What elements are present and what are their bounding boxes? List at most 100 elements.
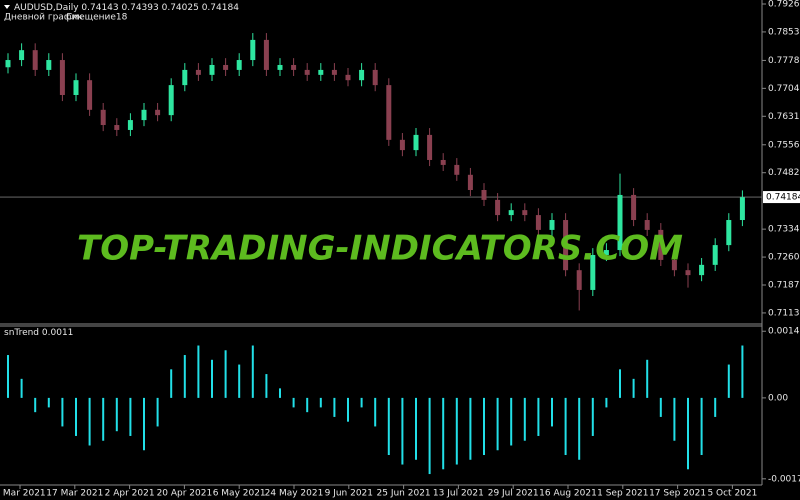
histogram-bar xyxy=(442,397,445,470)
histogram-bar xyxy=(251,345,254,398)
x-tick-label: 24 May 2021 xyxy=(265,489,324,499)
candle-body xyxy=(155,109,161,116)
histogram-bar xyxy=(238,364,241,398)
histogram-bar xyxy=(333,397,336,417)
indicator-name: snTrend xyxy=(4,328,39,338)
candle-body xyxy=(576,270,582,290)
histogram-bar xyxy=(700,397,703,456)
histogram-bar xyxy=(197,345,200,398)
y-tick-label: 0.00 xyxy=(768,393,788,403)
candle-body xyxy=(726,220,732,246)
histogram-bar xyxy=(564,397,567,456)
histogram-bar xyxy=(47,397,50,408)
candle-body xyxy=(195,69,201,75)
candle-body xyxy=(399,139,405,151)
candle-body xyxy=(617,194,623,251)
x-tick-label: 20 Apr 2021 xyxy=(157,489,213,499)
histogram-bar xyxy=(646,359,649,398)
histogram-bar xyxy=(469,397,472,460)
candle-body xyxy=(685,270,691,276)
y-tick-label: 0.7853 xyxy=(768,27,800,37)
candle-body xyxy=(236,60,242,70)
candle-body xyxy=(549,220,555,230)
histogram-bar xyxy=(619,369,621,398)
histogram-bar xyxy=(551,397,553,427)
histogram-bar xyxy=(387,397,390,456)
candle-body xyxy=(318,69,324,75)
histogram-bar xyxy=(7,355,9,398)
y-tick-label: 0.7556 xyxy=(768,140,800,150)
histogram-bar xyxy=(714,397,717,417)
candle-body xyxy=(359,69,365,81)
histogram-bar xyxy=(306,397,309,413)
symbol: AUDUSD,Daily xyxy=(14,3,79,13)
candle-body xyxy=(87,80,93,110)
candle-body xyxy=(699,264,705,276)
x-tick-label: 25 Jun 2021 xyxy=(377,489,431,499)
x-tick-label: 1 Sep 2021 xyxy=(597,489,648,499)
candle-body xyxy=(712,245,718,265)
candle-body xyxy=(114,125,120,130)
x-tick-label: 1 Mar 2021 xyxy=(0,489,46,499)
x-tick-label: 29 Jul 2021 xyxy=(488,489,539,499)
histogram-bar xyxy=(523,397,526,441)
histogram-bar xyxy=(741,345,744,398)
candle-body xyxy=(481,190,487,200)
candle-body xyxy=(277,64,283,70)
x-tick-label: 13 Jul 2021 xyxy=(433,489,484,499)
y-tick-label: 0.79265 xyxy=(768,0,800,9)
candle-body xyxy=(427,134,433,160)
y-tick-label: 0.0014 xyxy=(768,327,800,337)
candle-body xyxy=(263,39,269,70)
histogram-bar xyxy=(455,397,458,465)
chart-subtitle: Дневной график xyxy=(4,13,83,23)
candle-body xyxy=(345,74,351,81)
y-tick-label: 0.7334 xyxy=(768,225,800,235)
candle-body xyxy=(127,120,133,130)
histogram-bar xyxy=(537,397,540,436)
candle-body xyxy=(19,50,25,61)
histogram-bar xyxy=(170,369,173,398)
histogram-bar xyxy=(129,397,132,436)
histogram-bar xyxy=(605,397,608,408)
candle-body xyxy=(739,197,745,221)
indicator-value: 0.0011 xyxy=(42,328,74,338)
histogram-bar xyxy=(224,350,227,398)
y-tick-label: 0.7778 xyxy=(768,56,800,66)
candle-body xyxy=(250,39,256,61)
candle-body xyxy=(440,159,446,165)
ohlc-value: 0.74143 xyxy=(81,3,118,13)
candle-body xyxy=(631,194,637,221)
candle-body xyxy=(291,64,297,70)
candle-body xyxy=(331,69,337,75)
candle-body xyxy=(141,109,147,121)
histogram-bar xyxy=(75,397,77,436)
candle-body xyxy=(671,259,677,271)
chart-header: AUDUSD,Daily 0.74143 0.74393 0.74025 0.7… xyxy=(14,3,239,13)
x-tick-label: 17 Sep 2021 xyxy=(649,489,706,499)
histogram-bar xyxy=(319,397,322,408)
x-tick-label: 2 Apr 2021 xyxy=(105,489,155,499)
indicator-title: snTrend 0.0011 xyxy=(4,328,73,338)
candle-body xyxy=(644,220,650,230)
histogram-bar xyxy=(360,397,363,408)
candle-body xyxy=(603,250,609,255)
candle-body xyxy=(168,85,174,116)
histogram-bar xyxy=(578,397,581,460)
histogram-bar xyxy=(34,397,37,413)
candle-body xyxy=(59,60,65,95)
candle-body xyxy=(304,69,310,75)
y-tick-label: 0.77045 xyxy=(768,84,800,94)
histogram-bar xyxy=(183,355,186,398)
price-tag-label: 0.74184 xyxy=(766,193,800,203)
price-tag xyxy=(763,191,800,204)
histogram-bar xyxy=(347,397,349,422)
candle-body xyxy=(454,164,460,175)
y-tick-label: 0.71135 xyxy=(768,308,800,318)
histogram-bar xyxy=(415,397,417,460)
x-tick-label: 16 Aug 2021 xyxy=(539,489,597,499)
candle-body xyxy=(563,220,569,271)
histogram-bar xyxy=(673,397,676,441)
